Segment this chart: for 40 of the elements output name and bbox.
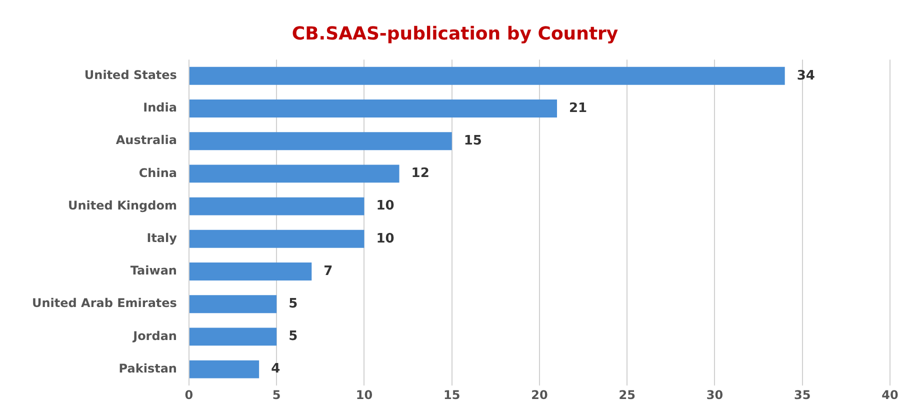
bar <box>189 262 312 280</box>
x-tick-label: 15 <box>444 388 460 402</box>
bar <box>189 164 400 183</box>
bar <box>189 132 452 150</box>
y-tick-label: Italy <box>146 231 178 246</box>
data-label: 4 <box>271 362 280 377</box>
bar <box>189 295 277 314</box>
data-label: 34 <box>796 68 815 84</box>
data-label: 5 <box>288 296 298 312</box>
y-tick-label: India <box>143 100 177 115</box>
bar <box>189 328 277 346</box>
bar <box>189 197 364 216</box>
y-tick-label: China <box>138 166 177 180</box>
x-tick-label: 10 <box>356 388 373 402</box>
y-tick-label: Australia <box>116 133 177 148</box>
data-label: 12 <box>411 166 430 182</box>
data-label: 10 <box>376 198 394 214</box>
x-tick-label: 0 <box>184 388 194 402</box>
y-tick-label: United Kingdom <box>68 198 177 212</box>
x-tick-label: 35 <box>794 388 811 402</box>
chart-title: CB.SAAS-publication by Country <box>292 23 618 44</box>
x-tick-label: 40 <box>882 388 898 402</box>
x-tick-label: 5 <box>272 388 281 402</box>
x-tick-label: 25 <box>618 388 636 402</box>
data-label: 21 <box>569 100 588 116</box>
y-tick-label: Taiwan <box>130 264 177 278</box>
bar <box>189 66 785 85</box>
data-label: 15 <box>464 133 482 148</box>
y-tick-label: United Arab Emirates <box>32 296 177 310</box>
data-label: 7 <box>324 264 333 279</box>
bar <box>189 100 558 118</box>
x-tick-label: 30 <box>706 388 724 402</box>
bar <box>189 360 260 378</box>
bar <box>189 230 364 248</box>
y-tick-label: Jordan <box>132 328 177 343</box>
x-tick-label: 20 <box>531 388 548 402</box>
data-label: 5 <box>288 329 298 344</box>
y-tick-label: Pakistan <box>118 361 177 376</box>
data-label: 10 <box>376 231 394 246</box>
y-tick-label: United States <box>84 68 177 82</box>
